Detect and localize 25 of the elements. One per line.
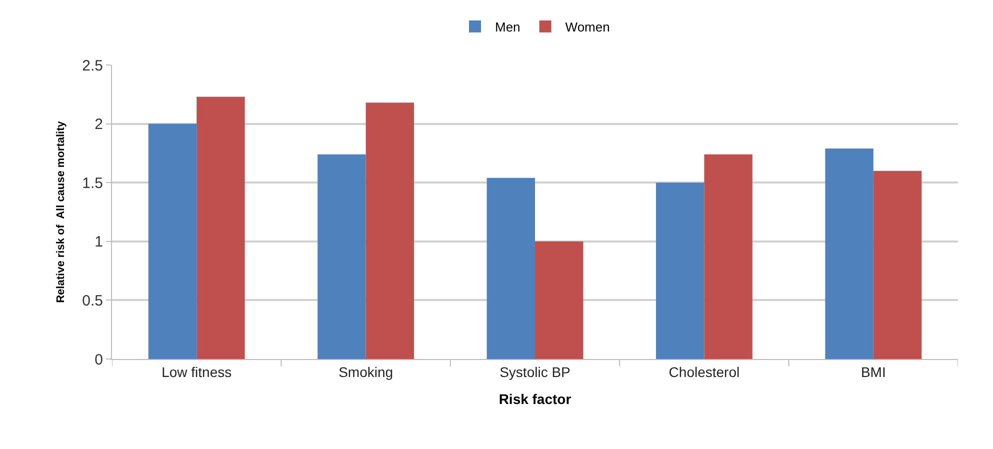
x-tick-label: Smoking [338,364,394,380]
bar [148,124,197,359]
y-tick-label: 0 [94,351,103,368]
x-tick-label: Low fitness [162,364,232,380]
bar [196,96,245,359]
bar [535,241,584,359]
x-tick-label: Cholesterol [668,364,740,380]
y-tick-label: 1.5 [82,174,103,192]
y-tick-label: 1 [94,234,103,251]
bar [704,154,752,359]
x-axis-title: Risk factor [498,391,572,408]
y-axis-title: Relative risk of All cause mortality [54,120,67,303]
y-tick-label: 2 [94,116,103,134]
bar [486,178,535,359]
legend-label: Women [565,20,610,34]
bar [873,170,922,359]
y-tick-label: 2.5 [82,57,103,74]
y-tick-label: 0.5 [82,292,103,310]
x-tick-label: BMI [860,364,886,380]
legend-label: Men [495,20,520,34]
bar [318,154,366,359]
bar [366,102,414,359]
bar [825,148,874,359]
bar [656,182,704,359]
x-tick-label: Systolic BP [500,364,570,380]
